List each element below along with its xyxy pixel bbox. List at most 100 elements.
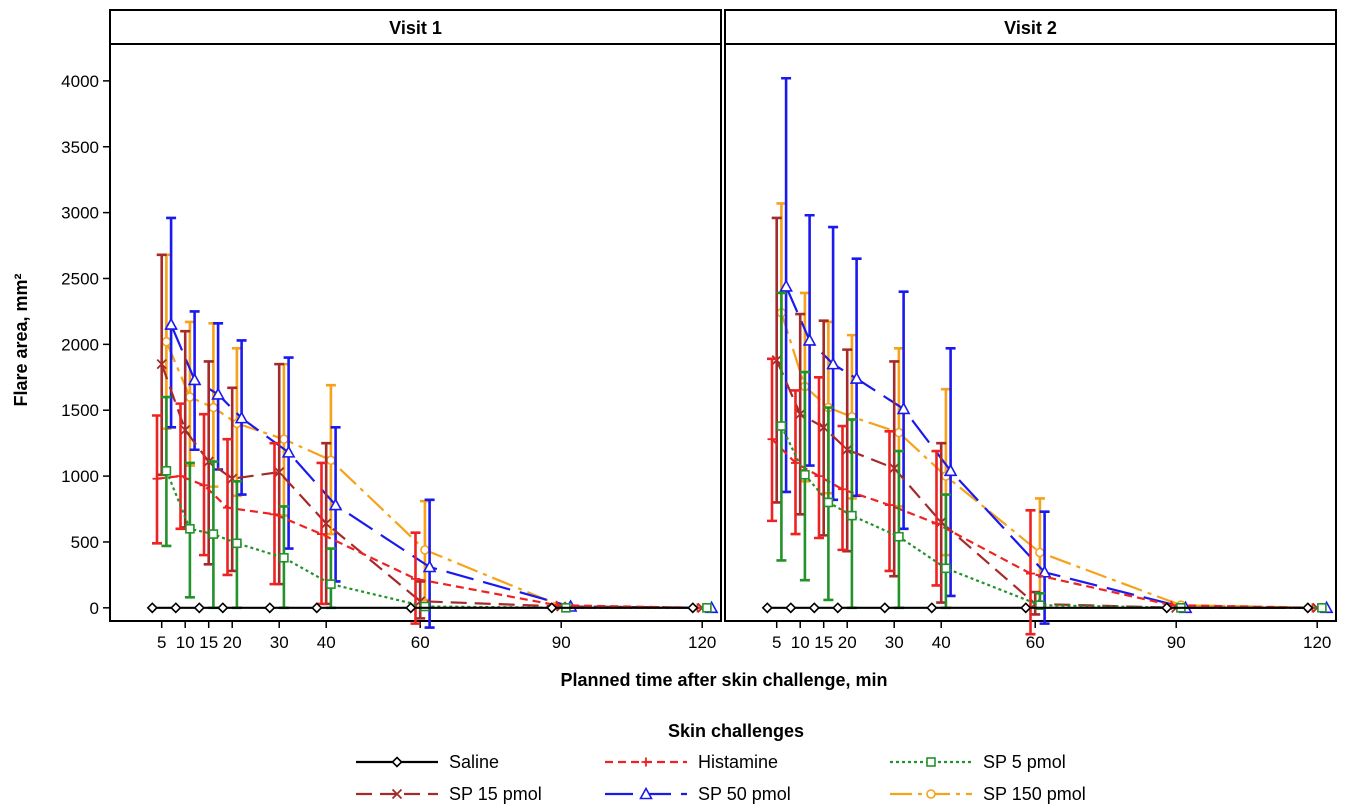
y-axis-label: Flare area, mm² xyxy=(11,273,31,406)
data-point xyxy=(941,563,951,574)
y-tick-label: 4000 xyxy=(61,72,99,91)
series-line xyxy=(170,324,712,609)
data-point xyxy=(1026,569,1035,579)
data-point xyxy=(326,579,336,589)
data-point xyxy=(164,317,178,330)
x-tick-label: 30 xyxy=(270,633,289,652)
data-point xyxy=(170,602,182,614)
legend-item: SP 150 pmol xyxy=(890,784,1086,804)
data-point xyxy=(818,422,829,433)
legend-marker xyxy=(926,789,936,799)
data-point xyxy=(279,434,289,445)
data-point xyxy=(193,602,205,614)
data-point xyxy=(885,500,894,510)
data-point xyxy=(317,529,326,539)
series-sp-150-pmol xyxy=(161,253,712,613)
data-point xyxy=(896,401,911,415)
x-tick-label: 15 xyxy=(814,633,833,652)
series-line xyxy=(160,363,703,609)
legend-marker xyxy=(391,788,403,800)
data-point xyxy=(832,602,844,614)
data-point xyxy=(1161,602,1173,614)
error-bar xyxy=(175,402,186,531)
series-sp-15-pmol xyxy=(771,216,1323,616)
data-point xyxy=(795,409,806,420)
legend-label: SP 150 pmol xyxy=(983,784,1086,804)
data-point xyxy=(328,497,343,511)
series-line xyxy=(780,312,1322,609)
data-point xyxy=(1020,602,1032,614)
data-point xyxy=(405,602,417,614)
data-point xyxy=(791,458,800,468)
panel-frame xyxy=(109,9,722,622)
y-tick-label: 2000 xyxy=(61,335,99,354)
data-point xyxy=(411,574,420,584)
data-point xyxy=(838,484,847,494)
data-point xyxy=(1035,600,1045,610)
data-point xyxy=(420,601,430,612)
x-tick-label: 5 xyxy=(157,633,166,652)
data-point xyxy=(234,410,249,424)
data-point xyxy=(264,602,276,614)
series-line xyxy=(156,474,698,609)
data-point xyxy=(889,463,900,474)
x-tick-label: 20 xyxy=(223,633,242,652)
data-point xyxy=(311,602,323,614)
data-point xyxy=(161,466,172,476)
legend-item: SP 5 pmol xyxy=(890,752,1066,772)
x-tick-label: 40 xyxy=(317,633,336,652)
series-saline xyxy=(761,602,1314,614)
y-tick-label: 500 xyxy=(71,533,99,552)
x-tick-label: 120 xyxy=(1303,633,1331,652)
data-point xyxy=(800,469,810,480)
legend-marker xyxy=(639,786,653,800)
x-tick-label: 120 xyxy=(688,633,716,652)
data-point xyxy=(826,356,840,370)
data-point xyxy=(808,602,820,614)
data-point xyxy=(702,603,712,613)
legend-title: Skin challenges xyxy=(668,721,804,741)
data-point xyxy=(1317,603,1327,613)
data-point xyxy=(785,602,797,614)
panel-2: Visit 2 5 10 15 20 30 40 60 90 120 xyxy=(724,9,1337,652)
y-tick-label: 1500 xyxy=(61,401,99,420)
data-point xyxy=(420,545,430,555)
data-point xyxy=(180,424,191,436)
series-sp-50-pmol xyxy=(779,76,1334,625)
x-tick-label: 20 xyxy=(838,633,857,652)
data-point xyxy=(176,471,185,481)
data-point xyxy=(223,503,232,513)
data-point xyxy=(943,463,958,477)
data-point xyxy=(208,402,219,413)
x-tick-label: 90 xyxy=(1167,633,1186,652)
data-point xyxy=(1035,547,1045,558)
x-tick-label: 5 xyxy=(772,633,781,652)
error-bar xyxy=(415,580,426,620)
data-point xyxy=(274,467,285,478)
x-tick-label: 15 xyxy=(199,633,218,652)
data-point xyxy=(185,392,195,402)
legend-marker xyxy=(926,757,936,767)
data-point xyxy=(1037,565,1052,578)
data-point xyxy=(842,444,853,455)
y-tick-label: 3500 xyxy=(61,138,99,157)
series-line xyxy=(165,470,707,609)
x-tick-label: 60 xyxy=(1026,633,1045,652)
series-sp-5-pmol xyxy=(161,395,712,613)
data-point xyxy=(326,455,336,466)
data-point xyxy=(779,279,793,292)
data-point xyxy=(894,531,904,542)
data-point xyxy=(146,602,158,614)
legend-marker xyxy=(391,756,403,768)
data-point xyxy=(932,519,941,529)
panel-title: Visit 2 xyxy=(1004,18,1057,38)
data-point xyxy=(823,497,834,508)
data-point xyxy=(422,559,437,573)
data-point xyxy=(771,355,782,366)
x-tick-label: 40 xyxy=(932,633,951,652)
error-bar xyxy=(814,375,824,540)
legend-item: Histamine xyxy=(605,752,778,772)
series-histamine xyxy=(152,402,702,625)
data-point xyxy=(152,474,162,484)
